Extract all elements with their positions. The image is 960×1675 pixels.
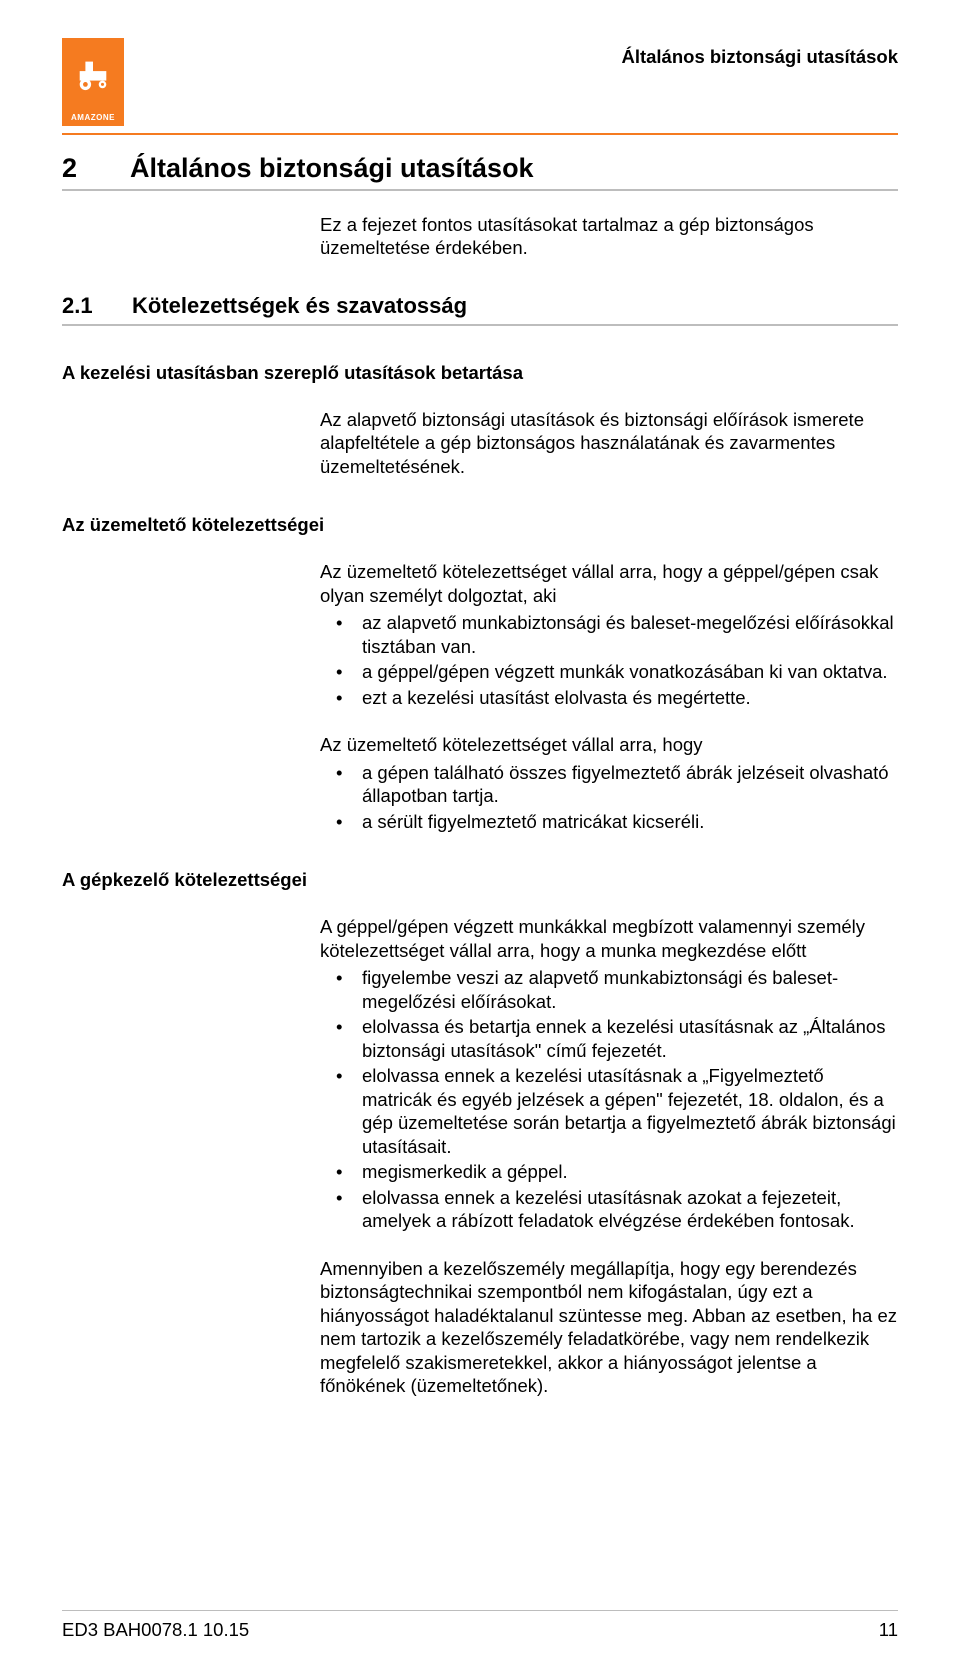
document-page: AMAZONE Általános biztonsági utasítások …	[0, 0, 960, 1675]
bullet-list: az alapvető munkabiztonsági és baleset-m…	[320, 611, 898, 709]
footer-page-number: 11	[879, 1619, 898, 1641]
paragraph: A géppel/gépen végzett munkákkal megbízo…	[320, 915, 898, 962]
section-operator-body: Az üzemeltető kötelezettséget vállal arr…	[320, 560, 898, 833]
list-item: az alapvető munkabiztonsági és baleset-m…	[320, 611, 898, 658]
list-item: a gépen található összes figyelmeztető á…	[320, 761, 898, 808]
brand-logo: AMAZONE	[62, 38, 124, 126]
page-footer: ED3 BAH0078.1 10.15 11	[62, 1610, 898, 1642]
section-machine-operator-body: A géppel/gépen végzett munkákkal megbízo…	[320, 915, 898, 1397]
heading-rule	[62, 324, 898, 326]
list-item: a géppel/gépen végzett munkák vonatkozás…	[320, 660, 898, 683]
list-item: elolvassa ennek a kezelési utasításnak a…	[320, 1064, 898, 1158]
heading-1: 2 Általános biztonsági utasítások	[62, 153, 898, 184]
heading-3-operator: Az üzemeltető kötelezettségei	[62, 514, 898, 536]
running-head: Általános biztonsági utasítások	[621, 38, 898, 68]
paragraph: Amennyiben a kezelőszemély megállapítja,…	[320, 1257, 898, 1398]
list-item: figyelembe veszi az alapvető munkabizton…	[320, 966, 898, 1013]
footer-rule	[62, 1610, 898, 1612]
heading-1-number: 2	[62, 153, 94, 184]
bullet-list: figyelembe veszi az alapvető munkabizton…	[320, 966, 898, 1232]
tractor-icon	[74, 54, 112, 92]
logo-brand-bar: AMAZONE	[62, 108, 124, 126]
heading-1-text: Általános biztonsági utasítások	[130, 153, 534, 184]
heading-2-text: Kötelezettségek és szavatosság	[132, 293, 467, 319]
heading-2-number: 2.1	[62, 293, 102, 319]
footer-doc-id: ED3 BAH0078.1 10.15	[62, 1619, 249, 1641]
section-compliance-body: Az alapvető biztonsági utasítások és biz…	[320, 408, 898, 478]
heading-rule	[62, 189, 898, 191]
paragraph: Az üzemeltető kötelezettséget vállal arr…	[320, 733, 898, 756]
list-item: ezt a kezelési utasítást elolvasta és me…	[320, 686, 898, 709]
header-rule	[62, 133, 898, 135]
list-item: elolvassa ennek a kezelési utasításnak a…	[320, 1186, 898, 1233]
paragraph: Az alapvető biztonsági utasítások és biz…	[320, 408, 898, 478]
heading-3-machine-operator: A gépkezelő kötelezettségei	[62, 869, 898, 891]
heading-2: 2.1 Kötelezettségek és szavatosság	[62, 293, 898, 319]
paragraph: Az üzemeltető kötelezettséget vállal arr…	[320, 560, 898, 607]
bullet-list: a gépen található összes figyelmeztető á…	[320, 761, 898, 833]
page-header: AMAZONE Általános biztonsági utasítások	[62, 38, 898, 126]
logo-brand-text: AMAZONE	[71, 113, 115, 122]
list-item: megismerkedik a géppel.	[320, 1160, 898, 1183]
list-item: elolvassa és betartja ennek a kezelési u…	[320, 1015, 898, 1062]
intro-paragraph: Ez a fejezet fontos utasításokat tartalm…	[320, 213, 898, 260]
heading-3-compliance: A kezelési utasításban szereplő utasítás…	[62, 362, 898, 384]
list-item: a sérült figyelmeztető matricákat kicser…	[320, 810, 898, 833]
logo-icon	[62, 38, 124, 108]
